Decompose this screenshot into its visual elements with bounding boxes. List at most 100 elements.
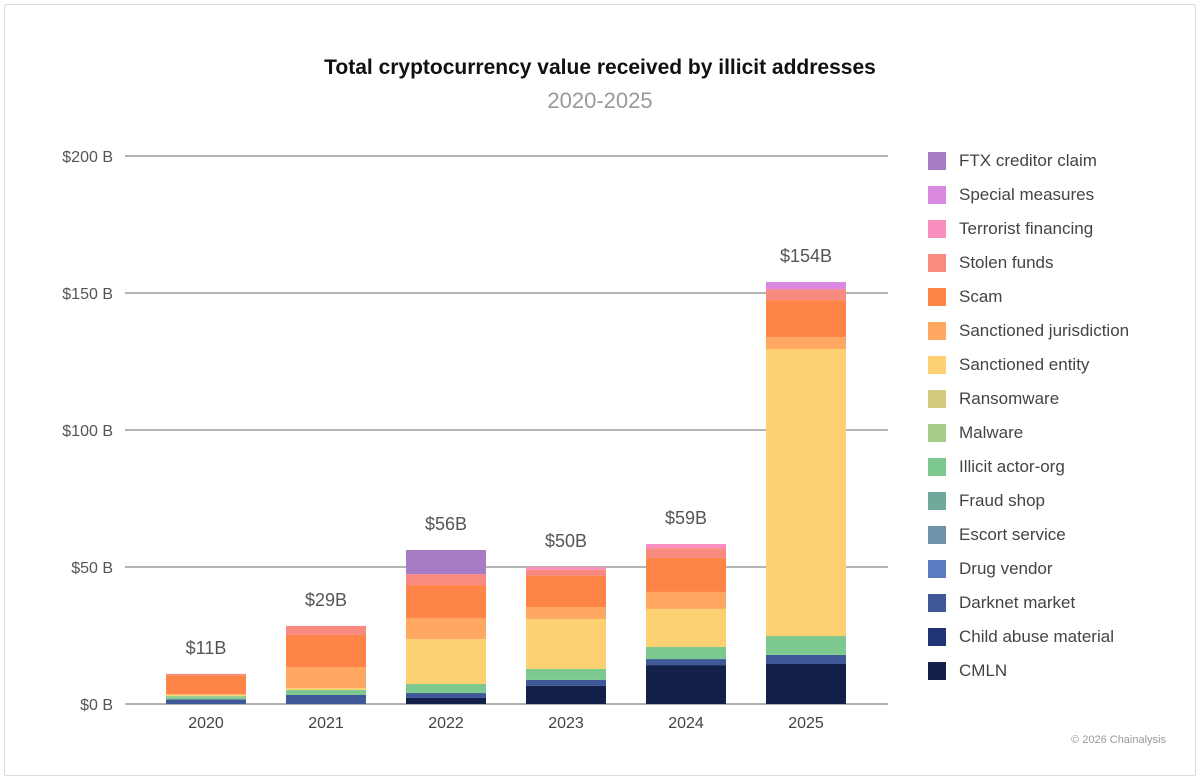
legend-swatch — [928, 152, 946, 170]
bar-segment — [286, 688, 366, 691]
x-tick-label: 2024 — [668, 715, 704, 732]
legend-label: Terrorist financing — [959, 219, 1094, 238]
bar-segment — [766, 337, 846, 350]
legend-swatch — [928, 458, 946, 476]
x-tick-label: 2021 — [308, 715, 344, 732]
legend-item: Fraud shop — [928, 484, 1129, 518]
bar-segment — [766, 654, 846, 664]
legend-swatch — [928, 594, 946, 612]
bar-segment — [526, 569, 606, 577]
bar-segment — [646, 659, 726, 666]
bar-segment — [526, 679, 606, 686]
x-tick-label: 2020 — [188, 715, 224, 732]
bar-total-label: $154B — [780, 246, 832, 266]
bar-segment — [286, 634, 366, 668]
legend-label: Ransomware — [959, 389, 1060, 408]
legend-swatch — [928, 628, 946, 646]
legend-item: Ransomware — [928, 382, 1129, 416]
bar-total-label: $29B — [305, 590, 347, 610]
bar-segment — [646, 557, 726, 592]
bar-segment — [166, 695, 246, 698]
x-tick-label: 2023 — [548, 715, 584, 732]
legend-item: Sanctioned entity — [928, 348, 1129, 382]
bar-segment — [646, 665, 726, 704]
bar-segment — [166, 699, 246, 704]
legend-swatch — [928, 492, 946, 510]
legend-swatch — [928, 220, 946, 238]
bar-total-label: $56B — [425, 514, 467, 534]
legend-item: Malware — [928, 416, 1129, 450]
bar-segment — [646, 591, 726, 609]
legend-swatch — [928, 186, 946, 204]
legend-item: FTX creditor claim — [928, 144, 1129, 178]
y-tick-label: $200 B — [62, 149, 113, 166]
legend-label: Escort service — [959, 525, 1066, 544]
bar-segment — [406, 617, 486, 640]
copyright-credit: © 2026 Chainalysis — [1071, 734, 1166, 746]
chart-title: Total cryptocurrency value received by i… — [324, 56, 876, 79]
bar-total-label: $11B — [186, 638, 227, 658]
bar-segment — [766, 663, 846, 704]
bar-segment — [406, 693, 486, 698]
legend-item: Sanctioned jurisdiction — [928, 314, 1129, 348]
bar-segment — [286, 667, 366, 689]
bar-segment — [526, 619, 606, 669]
legend-label: Child abuse material — [959, 627, 1114, 646]
bar-segment — [646, 647, 726, 660]
legend-label: Drug vendor — [959, 559, 1053, 578]
legend-swatch — [928, 526, 946, 544]
legend-label: Sanctioned entity — [959, 355, 1090, 374]
bar-segment — [766, 289, 846, 301]
legend-swatch — [928, 254, 946, 272]
bar-segment — [646, 543, 726, 549]
y-tick-label: $150 B — [62, 286, 113, 303]
bar-segment — [526, 576, 606, 608]
bar-segment — [166, 697, 246, 700]
bar-segment — [166, 673, 246, 676]
legend-item: CMLN — [928, 654, 1129, 688]
legend-swatch — [928, 356, 946, 374]
bar-segment — [286, 625, 366, 635]
bar-total-label: $59B — [665, 508, 707, 528]
legend-label: Darknet market — [959, 593, 1076, 612]
bar-segment — [166, 694, 246, 696]
legend-label: Fraud shop — [959, 491, 1045, 510]
bar-segment — [646, 548, 726, 558]
x-tick-label: 2022 — [428, 715, 464, 732]
legend-swatch — [928, 662, 946, 680]
y-tick-label: $50 B — [71, 560, 113, 577]
x-tick-label: 2025 — [788, 715, 824, 732]
bar-segment — [406, 683, 486, 694]
legend-item: Stolen funds — [928, 246, 1129, 280]
legend-item: Terrorist financing — [928, 212, 1129, 246]
legend-item: Drug vendor — [928, 552, 1129, 586]
bar-segment — [166, 675, 246, 695]
bar-segment — [526, 607, 606, 620]
bar-segment — [406, 639, 486, 684]
legend-label: Malware — [959, 423, 1024, 442]
bar-segment — [646, 608, 726, 648]
legend-label: Scam — [959, 287, 1003, 306]
bar-segment — [526, 685, 606, 704]
legend-item: Special measures — [928, 178, 1129, 212]
legend-label: Illicit actor-org — [959, 457, 1065, 476]
legend-item: Escort service — [928, 518, 1129, 552]
bar-segment — [406, 697, 486, 704]
bar-segment — [406, 550, 486, 575]
legend-swatch — [928, 424, 946, 442]
y-tick-label: $100 B — [62, 423, 113, 440]
bar-segment — [766, 282, 846, 290]
legend-swatch — [928, 390, 946, 408]
bar-segment — [766, 349, 846, 637]
legend-item: Darknet market — [928, 586, 1129, 620]
legend-label: CMLN — [959, 661, 1008, 680]
legend-label: Sanctioned jurisdiction — [959, 321, 1130, 340]
bar-segment — [406, 585, 486, 618]
bar-segment — [286, 694, 366, 704]
legend-swatch — [928, 288, 946, 306]
bar-segment — [766, 636, 846, 655]
legend-item: Illicit actor-org — [928, 450, 1129, 484]
legend-swatch — [928, 322, 946, 340]
bar-segment — [286, 690, 366, 695]
